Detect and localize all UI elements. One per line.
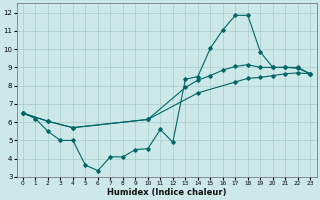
X-axis label: Humidex (Indice chaleur): Humidex (Indice chaleur) [107, 188, 226, 197]
